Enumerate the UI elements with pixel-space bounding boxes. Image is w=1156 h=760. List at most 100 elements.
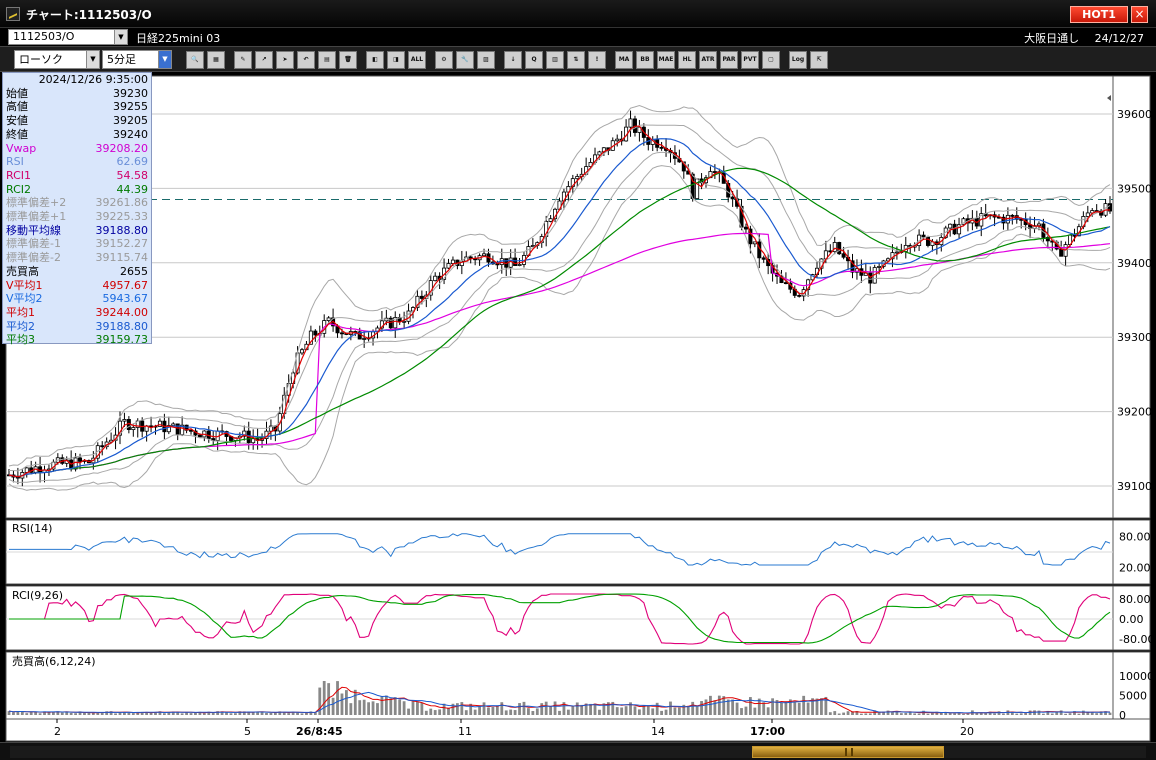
volume-bar xyxy=(962,713,965,715)
volume-bar xyxy=(660,710,664,715)
average2-line xyxy=(8,138,1111,478)
candle xyxy=(388,317,393,329)
volume-bar xyxy=(606,702,610,715)
pen-icon[interactable]: ✎ xyxy=(234,51,252,69)
trash-icon[interactable]: 🗑 xyxy=(339,51,357,69)
chevron-down-icon[interactable]: ▼ xyxy=(114,30,127,44)
compare-icon[interactable]: ⇅ xyxy=(567,51,585,69)
volume-bar xyxy=(700,701,703,715)
chart-area[interactable]: 39600 39500 39400 39300 39200 39100 RSI(14) 80.… xyxy=(0,72,1156,742)
volume-bar xyxy=(975,712,979,715)
import-icon[interactable]: ↓ xyxy=(504,51,522,69)
info-value: 39152.27 xyxy=(95,237,149,251)
trend-icon[interactable]: ↗ xyxy=(255,51,273,69)
volume-bar xyxy=(748,697,752,715)
volume-bar xyxy=(358,700,362,715)
volume-bar xyxy=(20,711,24,715)
grip-icon xyxy=(845,748,853,756)
volume-bar xyxy=(238,711,242,715)
palette-icon[interactable]: ▨ xyxy=(477,51,495,69)
info-label: 終値 xyxy=(6,127,28,141)
pr-icon[interactable]: PAR xyxy=(720,51,738,69)
candle xyxy=(628,118,633,128)
chart-type-select[interactable]: ローソク ▼ xyxy=(14,50,100,69)
info-row: Vwap 39208.20 xyxy=(6,142,148,156)
all-icon[interactable]: ALL xyxy=(408,51,426,69)
box-icon[interactable]: ▢ xyxy=(762,51,780,69)
volume-bar xyxy=(535,708,539,715)
time-axis xyxy=(5,718,1151,742)
volume-bar xyxy=(371,701,375,715)
volume-bar xyxy=(1055,711,1059,715)
info-value: 39230 xyxy=(113,86,148,100)
volume-bar xyxy=(904,712,908,715)
volume-bar xyxy=(460,702,464,715)
rci-title: RCI(9,26) xyxy=(12,589,63,602)
volume-bar xyxy=(655,702,659,715)
scroll-track[interactable] xyxy=(10,746,1146,758)
candle xyxy=(530,245,535,247)
volume-bar xyxy=(740,708,743,715)
info-label: 移動平均線 xyxy=(6,223,61,237)
info-icon[interactable]: ! xyxy=(588,51,606,69)
export-icon[interactable]: ⇱ xyxy=(810,51,828,69)
interval-select[interactable]: 5分足 ▼ xyxy=(102,50,172,69)
volume-bar xyxy=(882,711,885,715)
info-value: 39188.80 xyxy=(95,319,149,333)
volume-bar xyxy=(158,711,162,715)
volume-bar xyxy=(242,711,246,715)
zoom-icon[interactable]: 🔍 xyxy=(186,51,204,69)
candle xyxy=(166,425,171,433)
volume-bar xyxy=(993,713,996,715)
note-icon[interactable]: ▤ xyxy=(318,51,336,69)
undo-icon[interactable]: ↶ xyxy=(297,51,315,69)
volume-bar xyxy=(185,712,188,715)
volume-bar xyxy=(695,706,699,715)
chevron-down-icon[interactable]: ▼ xyxy=(158,51,171,68)
close-button[interactable]: × xyxy=(1131,6,1148,23)
chart-type-value: ローソク xyxy=(19,53,63,66)
candle xyxy=(300,349,305,354)
volume-bar xyxy=(513,710,517,715)
bar-right-icon[interactable]: ◨ xyxy=(387,51,405,69)
volume-bar xyxy=(629,702,632,715)
candle xyxy=(450,259,455,264)
price-tick-label: 39500 xyxy=(1117,182,1152,195)
bb-icon[interactable]: BB xyxy=(636,51,654,69)
volume-bar xyxy=(1002,713,1005,715)
volume-bar xyxy=(571,706,575,715)
volume-bar xyxy=(988,711,992,715)
info-value: 39244.00 xyxy=(95,305,149,319)
symbol-select[interactable]: 1112503/O ▼ xyxy=(8,29,128,45)
hot-button[interactable]: HOT1 xyxy=(1070,6,1128,23)
volume-bar xyxy=(1010,711,1014,715)
cursor-icon[interactable]: ➤ xyxy=(276,51,294,69)
candle xyxy=(393,317,398,329)
volume-bar xyxy=(291,711,295,715)
volume-bar xyxy=(531,711,535,715)
grid-icon[interactable]: ▦ xyxy=(207,51,225,69)
candle xyxy=(957,224,962,235)
average3-line xyxy=(8,167,1111,478)
volume-bar xyxy=(784,701,788,715)
pvt-icon[interactable]: PVT xyxy=(741,51,759,69)
chevron-down-icon[interactable]: ▼ xyxy=(86,51,99,68)
volume-bar xyxy=(1050,713,1054,715)
horizontal-scrollbar[interactable] xyxy=(0,742,1156,760)
ma-icon[interactable]: MA xyxy=(615,51,633,69)
info-row: 高値 39255 xyxy=(6,100,148,114)
hl-icon[interactable]: HL xyxy=(678,51,696,69)
settings-icon[interactable]: ⚙ xyxy=(435,51,453,69)
atr-icon[interactable]: ATR xyxy=(699,51,717,69)
bar-left-icon[interactable]: ◧ xyxy=(366,51,384,69)
tool-icon[interactable]: 🔧 xyxy=(456,51,474,69)
volume-bar xyxy=(398,699,402,715)
tick-icon[interactable]: ▥ xyxy=(546,51,564,69)
info-value: 62.69 xyxy=(116,155,149,169)
price-tick-label: 39400 xyxy=(1117,257,1152,270)
log-icon[interactable]: Log xyxy=(789,51,807,69)
scroll-thumb[interactable] xyxy=(752,746,944,758)
mae-icon[interactable]: MAE xyxy=(657,51,675,69)
search-data-icon[interactable]: Q xyxy=(525,51,543,69)
volume-bar xyxy=(549,706,553,715)
